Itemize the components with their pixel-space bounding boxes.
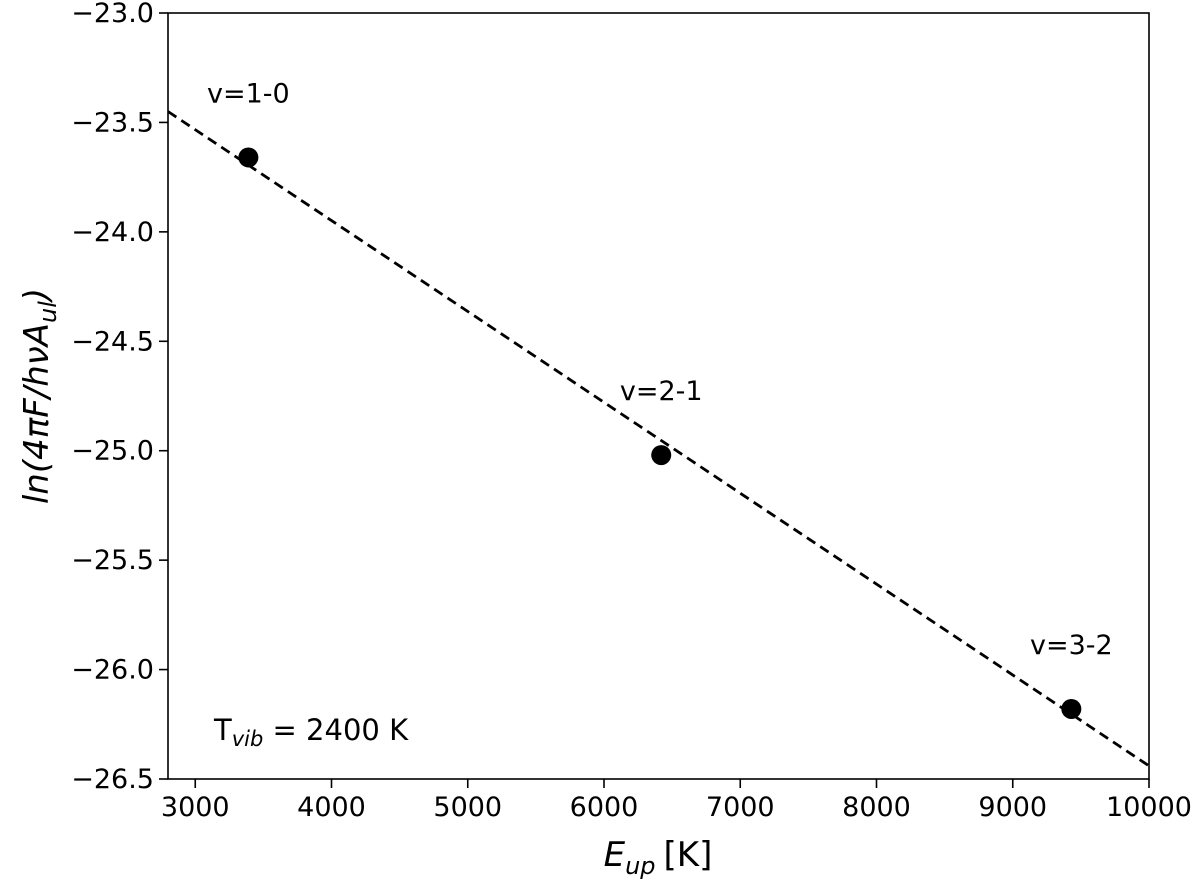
data-point	[651, 445, 672, 466]
data-points	[238, 147, 1082, 719]
x-tick-label: 9000	[978, 792, 1047, 823]
x-axis-label-sub: up	[625, 852, 655, 880]
x-axis-label-main: E	[604, 835, 626, 875]
data-point	[238, 147, 259, 168]
x-tick-label: 6000	[570, 792, 639, 823]
data-point	[1061, 698, 1082, 719]
plot-frame	[167, 12, 1150, 780]
x-tick-label: 8000	[842, 792, 911, 823]
tvib-rest: = 2400 K	[263, 713, 409, 747]
y-axis-label-sub: ul	[34, 301, 62, 323]
y-tick-label: −26.5	[71, 764, 154, 795]
x-tick-label: 3000	[161, 792, 230, 823]
x-axis-ticks: 3000 4000 5000 6000 7000 8000 9000 10000	[161, 779, 1192, 823]
fit-line	[167, 110, 1150, 768]
x-axis-label-unit: [K]	[664, 835, 713, 875]
point-label: v=1-0	[207, 78, 290, 109]
tvib-annotation: Tvib = 2400 K	[213, 713, 409, 751]
y-axis-label: ln(4πF/hνAul)	[17, 288, 62, 504]
x-tick-label: 10000	[1106, 792, 1192, 823]
y-tick-label: −25.5	[71, 545, 154, 576]
y-axis-ticks: −23.0 −23.5 −24.0 −24.5 −25.0 −25.5 −26.0 −26.5	[71, 0, 168, 795]
point-labels: v=1-0 v=2-1 v=3-2	[207, 78, 1113, 661]
tvib-main: T	[213, 713, 232, 747]
y-tick-label: −23.5	[71, 107, 154, 138]
y-axis-label-suffix: )	[17, 288, 57, 304]
x-tick-label: 4000	[297, 792, 366, 823]
x-tick-label: 7000	[706, 792, 775, 823]
y-axis-label-prefix: ln(4πF/hνA	[17, 323, 57, 504]
point-label: v=3-2	[1030, 630, 1113, 661]
x-tick-label: 5000	[433, 792, 502, 823]
y-tick-label: −26.0	[71, 655, 154, 686]
point-label: v=2-1	[620, 376, 703, 407]
y-tick-label: −24.0	[71, 217, 154, 248]
y-tick-label: −24.5	[71, 326, 154, 357]
tvib-sub: vib	[232, 727, 264, 751]
x-axis-label: Eup [K]	[604, 835, 713, 880]
y-tick-label: −23.0	[71, 0, 154, 29]
y-tick-label: −25.0	[71, 436, 154, 467]
